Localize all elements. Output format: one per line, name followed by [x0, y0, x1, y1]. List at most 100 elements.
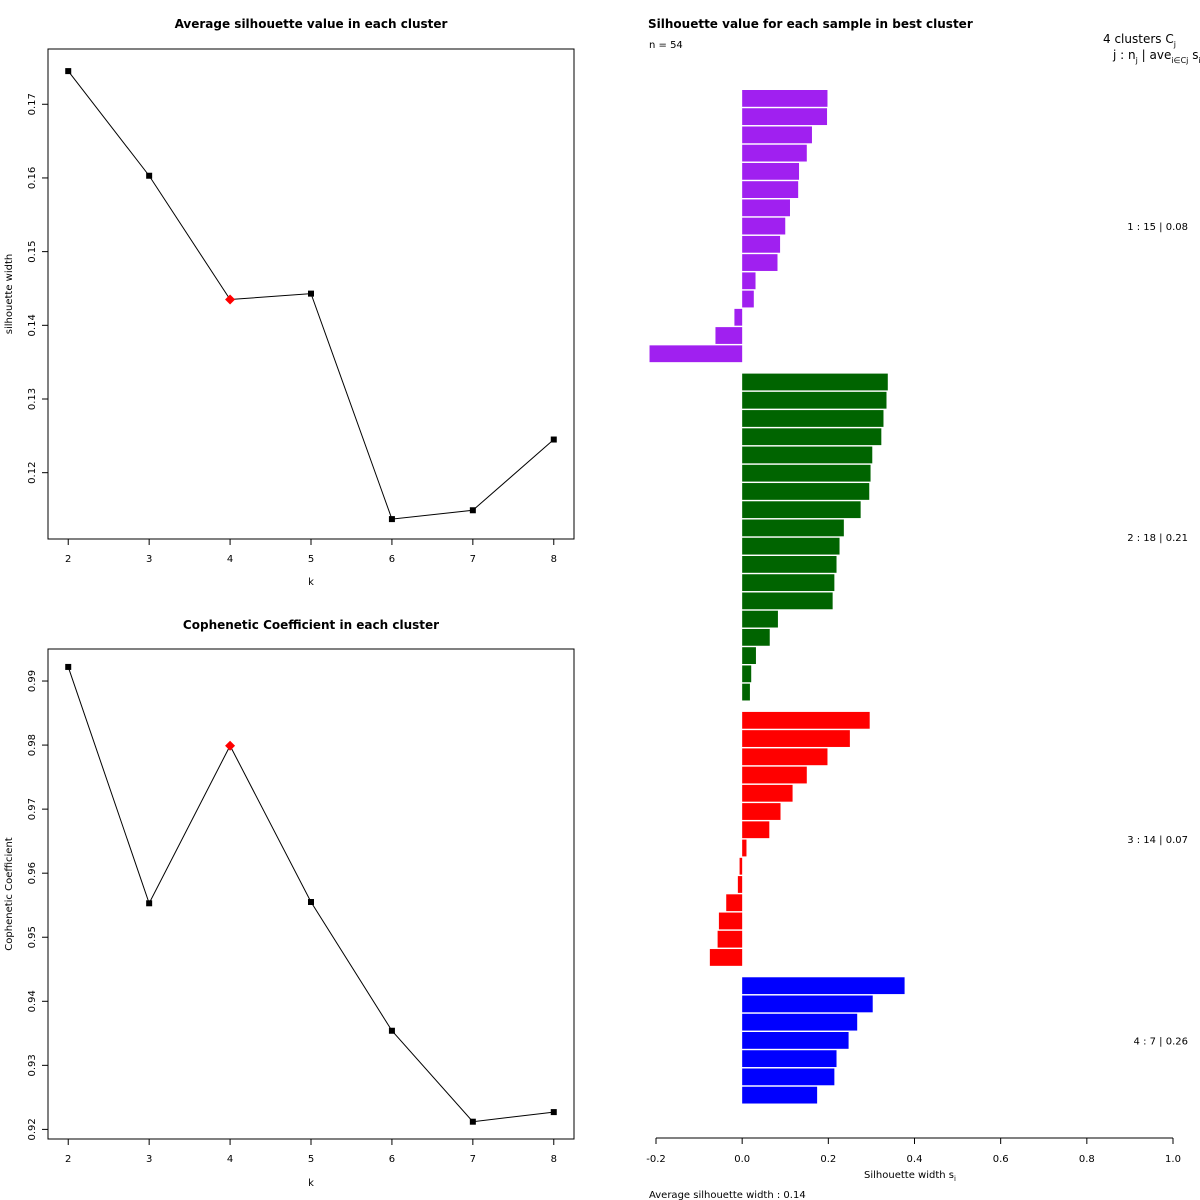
silhouette-bar [742, 272, 756, 290]
x-tick-label: 6 [389, 1154, 395, 1165]
x-tick-label: 8 [551, 1154, 557, 1165]
x-tick-label: 0.4 [907, 1154, 923, 1165]
silhouette-bar [742, 665, 752, 683]
silhouette-bar [742, 90, 828, 107]
silhouette-bar [742, 628, 770, 646]
silhouette-bar [742, 181, 799, 198]
silhouette-bar [742, 977, 905, 995]
silhouette-bar [718, 912, 743, 930]
x-tick-label: 7 [470, 1154, 476, 1165]
silhouette-bar [742, 711, 870, 729]
silhouette-bar [742, 217, 786, 235]
silhouette-bar [742, 373, 888, 391]
silhouette-bar [742, 574, 835, 592]
cophenetic-chart: Cophenetic Coefficient in each cluster k… [4, 618, 575, 1189]
x-tick-label: 0.0 [734, 1154, 750, 1165]
silhouette-bar [742, 1086, 818, 1104]
data-point [550, 436, 557, 443]
x-tick-label: -0.2 [646, 1154, 666, 1165]
x-tick-label: 3 [146, 1154, 152, 1165]
silhouette-bar [742, 556, 837, 573]
avg-silhouette-ylabel: silhouette width [4, 254, 15, 334]
silhouette-bar [742, 730, 850, 747]
silhouette-bar [717, 930, 743, 948]
data-point [65, 68, 72, 75]
x-tick-label: 7 [470, 554, 476, 565]
y-tick-label: 0.93 [27, 1054, 38, 1076]
silhouette-bar [742, 1050, 837, 1068]
y-tick-label: 0.97 [27, 798, 38, 820]
silhouette-header-line1: 4 clusters Cj [1103, 32, 1176, 49]
y-tick-label: 0.95 [27, 926, 38, 948]
silhouette-bar [742, 483, 870, 500]
data-point [65, 663, 72, 670]
cluster-summary-label: 1 : 15 | 0.08 [1127, 222, 1188, 233]
y-tick-label: 0.13 [27, 388, 38, 410]
silhouette-bar [742, 766, 807, 784]
highlight-point [225, 294, 236, 305]
x-tick-label: 4 [227, 1154, 233, 1165]
x-tick-label: 8 [551, 554, 557, 565]
data-point [469, 507, 476, 514]
silhouette-bar [737, 876, 743, 893]
avg-silhouette-marks: 2 3 4 5 6 7 8 0.12 0.13 0.14 0.15 0.16 0.17 [27, 68, 557, 565]
y-tick-label: 0.14 [27, 314, 38, 336]
cophenetic-plot-frame [47, 648, 575, 1140]
x-tick-label: 4 [227, 554, 233, 565]
y-tick-label: 0.99 [27, 670, 38, 692]
silhouette-bar [742, 391, 887, 409]
x-tick-label: 2 [65, 554, 71, 565]
silhouette-bar [742, 839, 747, 857]
silhouette-bar [742, 254, 778, 271]
silhouette-bar [742, 995, 873, 1013]
silhouette-bar [739, 857, 743, 875]
silhouette-bar [709, 949, 743, 966]
x-tick-label: 0.2 [820, 1154, 836, 1165]
silhouette-header-text1: 4 clusters C [1103, 32, 1174, 46]
cluster-summary-label: 3 : 14 | 0.07 [1127, 835, 1188, 846]
silhouette-bar [742, 821, 770, 839]
silhouette-bar [742, 290, 754, 308]
highlight-point [225, 740, 236, 751]
silhouette-header-sub3: i∈Cj [1171, 56, 1188, 65]
x-tick-label: 0.8 [1079, 1154, 1095, 1165]
x-tick-label: 6 [389, 554, 395, 565]
silhouette-bar [742, 519, 844, 537]
x-tick-label: 0.6 [993, 1154, 1009, 1165]
silhouette-xlabel-text: Silhouette width s [864, 1170, 954, 1181]
silhouette-bar [742, 803, 781, 820]
x-tick-label: 5 [308, 1154, 314, 1165]
silhouette-bar [715, 327, 743, 344]
x-tick-label: 3 [146, 554, 152, 565]
silhouette-bar [742, 683, 750, 701]
avg-silhouette-title: Average silhouette value in each cluster [175, 17, 448, 31]
cophenetic-title: Cophenetic Coefficient in each cluster [183, 618, 439, 632]
silhouette-bar [742, 108, 828, 126]
silhouette-header-sub2: j [1135, 56, 1138, 65]
y-tick-label: 0.15 [27, 240, 38, 262]
silhouette-title: Silhouette value for each sample in best… [648, 17, 973, 31]
silhouette-header-text2: j : n [1112, 48, 1136, 62]
y-tick-label: 0.17 [27, 93, 38, 115]
y-tick-label: 0.96 [27, 862, 38, 884]
silhouette-bar [726, 894, 743, 912]
silhouette-bar [742, 446, 873, 464]
silhouette-bar-chart: Silhouette value for each sample in best… [646, 17, 1200, 1200]
data-point [308, 290, 314, 297]
silhouette-bar [742, 464, 871, 482]
data-point [388, 516, 395, 523]
data-point [469, 1118, 476, 1125]
silhouette-header-text2b: | ave [1138, 48, 1172, 62]
silhouette-bar [734, 308, 743, 326]
data-point [146, 172, 153, 179]
cophenetic-xlabel: k [308, 1178, 314, 1189]
silhouette-bar [742, 647, 756, 664]
avg-silhouette-xlabel: k [308, 577, 314, 588]
silhouette-header-text2c: s [1188, 48, 1198, 62]
silhouette-bar [742, 162, 800, 180]
data-point [388, 1027, 395, 1034]
silhouette-bar [742, 537, 840, 555]
silhouette-bar [742, 428, 882, 446]
silhouette-bar [742, 1013, 858, 1031]
